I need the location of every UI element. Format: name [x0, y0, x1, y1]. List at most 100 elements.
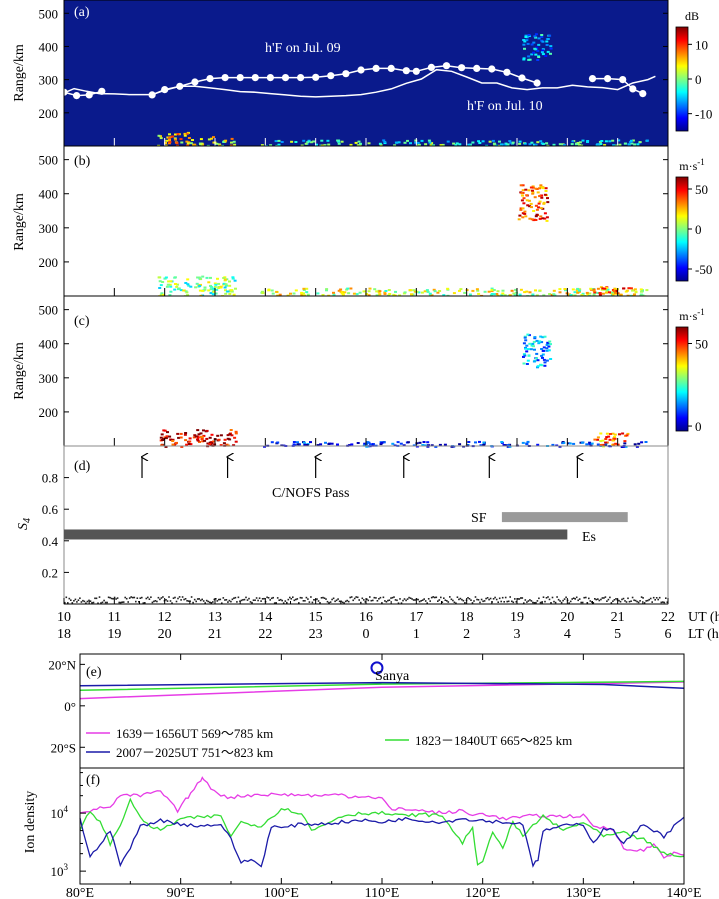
- echo-pixel: [379, 443, 383, 446]
- s4-point: [224, 599, 226, 601]
- echo-pixel: [233, 143, 237, 146]
- echo-pixel: [294, 289, 298, 292]
- echo-pixel: [570, 143, 574, 146]
- echo-pixel: [171, 440, 175, 442]
- y-tick-label: 500: [39, 6, 59, 21]
- echo-pixel: [598, 294, 602, 296]
- s4-point: [421, 599, 424, 601]
- echo-pixel: [534, 143, 538, 146]
- echo-pixel: [174, 133, 177, 136]
- s4-point: [563, 598, 566, 600]
- s4-point: [618, 599, 620, 602]
- s4-point: [355, 596, 357, 598]
- echo-pixel: [425, 289, 429, 292]
- s4-point: [597, 598, 599, 600]
- echo-pixel: [161, 281, 165, 283]
- s4-point: [509, 596, 511, 598]
- echo-pixel: [496, 290, 500, 293]
- echo-pixel: [234, 430, 238, 433]
- echo-pixel: [588, 443, 592, 446]
- s4-point: [172, 597, 175, 599]
- s4-point: [610, 602, 613, 604]
- s4-point: [266, 596, 268, 599]
- s4-point: [375, 597, 377, 599]
- s4-point: [307, 598, 309, 600]
- echo-pixel: [476, 289, 480, 292]
- s4-point: [390, 597, 392, 599]
- echo-pixel: [336, 443, 339, 446]
- s4-point: [225, 599, 228, 601]
- sf-bar: [501, 512, 628, 523]
- s4-point: [243, 598, 246, 601]
- hf-jul09-point: [427, 63, 435, 71]
- echo-pixel: [592, 293, 596, 296]
- echo-pixel: [415, 290, 419, 293]
- echo-pixel: [604, 286, 608, 289]
- echo-pixel: [446, 287, 450, 290]
- echo-pixel: [580, 294, 584, 296]
- echo-pixel: [644, 441, 648, 443]
- echo-pixel: [209, 292, 213, 295]
- echo-pixel: [436, 291, 440, 294]
- echo-pixel: [525, 350, 529, 353]
- s4-point: [80, 601, 83, 603]
- echo-pixel: [524, 215, 528, 218]
- echo-pixel: [617, 294, 621, 297]
- ion-density-line: [79, 816, 685, 868]
- echo-pixel: [158, 280, 162, 283]
- s4-point: [260, 600, 262, 602]
- echo-pixel: [605, 441, 609, 444]
- echo-pixel: [300, 293, 304, 296]
- lon-tick-label: 140°E: [666, 886, 701, 899]
- echo-pixel: [187, 137, 191, 139]
- s4-point: [103, 599, 105, 602]
- s4-point: [246, 599, 249, 601]
- echo-pixel: [531, 186, 535, 189]
- echo-pixel: [510, 289, 514, 292]
- echo-pixel: [423, 290, 427, 293]
- s4-point: [369, 596, 371, 598]
- s4-point: [551, 596, 554, 599]
- s4-point: [212, 601, 214, 603]
- echo-pixel: [538, 340, 542, 343]
- echo-pixel: [527, 34, 531, 36]
- echo-pixel: [230, 141, 233, 144]
- echo-pixel: [175, 285, 179, 288]
- hf-jul09-point: [148, 91, 156, 99]
- s4-point: [639, 600, 641, 602]
- s4-point: [447, 601, 450, 603]
- s4-point: [82, 599, 84, 602]
- legend-item: 2007－2025UT 751～823 km: [86, 745, 273, 760]
- echo-pixel: [532, 210, 536, 212]
- s4-point: [387, 599, 389, 602]
- echo-pixel: [418, 441, 422, 444]
- s4-point: [133, 596, 136, 599]
- s4-point: [660, 601, 663, 604]
- s4-point: [64, 601, 66, 604]
- echo-pixel: [450, 445, 454, 448]
- s4-point: [633, 599, 635, 601]
- echo-pixel: [438, 290, 442, 292]
- echo-pixel: [212, 440, 215, 443]
- s4-point: [512, 601, 515, 604]
- echo-pixel: [538, 217, 542, 220]
- hf-jul09-point: [619, 76, 627, 84]
- echo-pixel: [487, 290, 491, 293]
- panel-a-yaxis: 200 300 400 500: [39, 6, 669, 146]
- echo-pixel: [576, 287, 580, 290]
- echo-pixel: [611, 289, 615, 291]
- ion-density-line: [79, 776, 685, 859]
- echo-pixel: [543, 335, 547, 338]
- s4-point: [181, 596, 184, 598]
- y-tick-label: 300: [39, 371, 59, 386]
- echo-pixel: [541, 187, 545, 190]
- colorbar-tick-label: -50: [695, 262, 712, 277]
- echo-pixel: [488, 140, 492, 143]
- s4-point: [575, 596, 578, 599]
- s4-point: [370, 599, 373, 602]
- echo-pixel: [332, 291, 335, 294]
- echo-pixel: [367, 294, 371, 297]
- echo-pixel: [524, 36, 528, 38]
- s4-point: [518, 598, 521, 600]
- echo-pixel: [525, 194, 529, 197]
